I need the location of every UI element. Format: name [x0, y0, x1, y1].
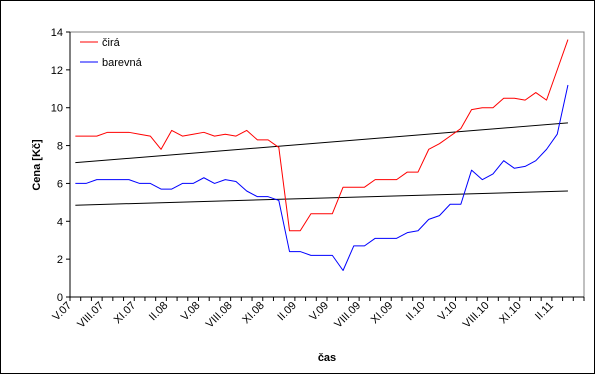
trendline	[75, 190, 568, 206]
series-line	[75, 84, 569, 271]
series-lines	[75, 39, 569, 271]
legend-label: barevná	[102, 57, 143, 69]
legend: čirá barevná	[80, 37, 143, 69]
y-axis: 0 2 4 6 8 10 12 14	[51, 27, 71, 304]
y-tick-label: 6	[57, 178, 63, 190]
y-tick-label: 10	[51, 103, 63, 115]
y-tick-label: 12	[51, 65, 63, 77]
legend-label: čirá	[102, 37, 121, 49]
y-tick-label: 14	[51, 27, 63, 39]
y-tick-label: 2	[57, 254, 63, 266]
y-tick-label: 4	[57, 216, 63, 228]
trendline	[75, 122, 568, 164]
plot-area-border	[69, 31, 585, 298]
plot-area	[69, 31, 585, 298]
y-axis-title: Cena [Kč]	[31, 139, 43, 191]
y-tick-label: 8	[57, 141, 63, 153]
trendlines	[75, 122, 568, 206]
y-tick-label: 0	[57, 292, 63, 304]
x-axis-title: čas	[318, 352, 336, 364]
series-line	[75, 39, 569, 232]
